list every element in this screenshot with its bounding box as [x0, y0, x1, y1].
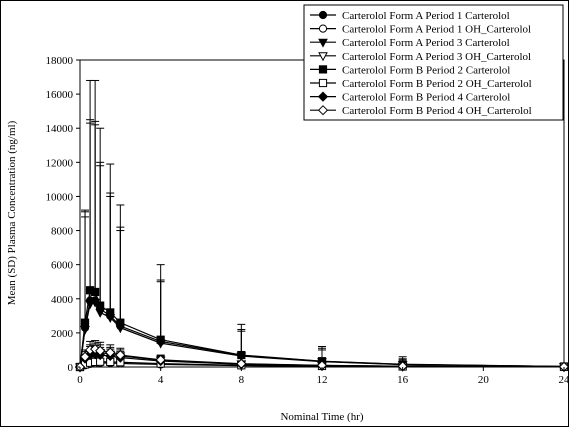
y-tick-label: 18000	[46, 55, 74, 67]
legend-label: Carterolol Form A Period 1 Carterolol	[342, 10, 510, 22]
x-tick-label: 4	[158, 374, 164, 386]
legend-marker	[319, 11, 326, 18]
y-tick-label: 10000	[46, 191, 74, 203]
legend-marker	[319, 79, 326, 86]
legend-marker	[319, 66, 326, 73]
legend-marker	[319, 25, 326, 32]
legend-label: Carterolol Form A Period 3 Carterolol	[342, 37, 510, 49]
legend-label: Carterolol Form A Period 1 OH_Carterolol	[342, 24, 531, 36]
y-tick-label: 2000	[51, 328, 74, 340]
y-tick-label: 12000	[46, 157, 74, 169]
data-point	[238, 351, 245, 358]
x-tick-label: 0	[77, 374, 83, 386]
legend: Carterolol Form A Period 1 Carterolol Car…	[304, 5, 563, 120]
legend-label: Carterolol Form B Period 4 OH_Carterolol	[342, 105, 532, 117]
x-tick-label: 8	[239, 374, 245, 386]
x-tick-label: 16	[397, 374, 409, 386]
data-point	[117, 319, 124, 326]
data-point	[81, 319, 88, 326]
y-tick-label: 8000	[51, 226, 74, 238]
y-axis-label: Mean (SD) Plasma Concentration (ng/ml)	[6, 120, 18, 305]
data-point	[157, 336, 164, 343]
legend-label: Carterolol Form A Period 3 OH_Carterolol	[342, 51, 531, 63]
y-tick-label: 14000	[46, 123, 74, 135]
data-point	[107, 309, 114, 316]
y-tick-label: 16000	[46, 89, 74, 101]
data-point	[92, 288, 99, 295]
x-tick-label: 12	[317, 374, 328, 386]
legend-label: Carterolol Form B Period 2 OH_Carterolol	[342, 78, 532, 90]
x-tick-label: 24	[559, 374, 569, 386]
y-tick-label: 6000	[51, 260, 74, 272]
x-axis-label: Nominal Time (hr)	[280, 411, 363, 423]
x-tick-label: 20	[478, 374, 490, 386]
data-point	[97, 302, 104, 309]
y-tick-label: 0	[68, 362, 74, 374]
legend-label: Carterolol Form B Period 2 Carterolol	[342, 64, 510, 76]
y-tick-label: 4000	[51, 294, 74, 306]
legend-label: Carterolol Form B Period 4 Carterolol	[342, 92, 510, 104]
